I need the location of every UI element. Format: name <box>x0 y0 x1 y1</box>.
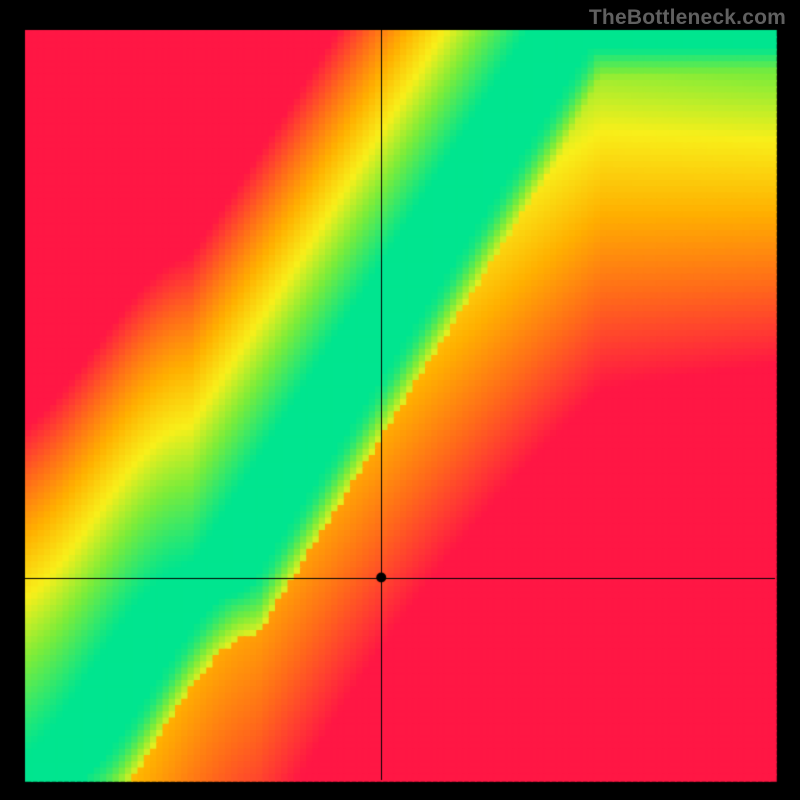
attribution-text: TheBottleneck.com <box>589 6 786 30</box>
chart-container: TheBottleneck.com <box>0 0 800 800</box>
bottleneck-heatmap <box>0 0 800 800</box>
